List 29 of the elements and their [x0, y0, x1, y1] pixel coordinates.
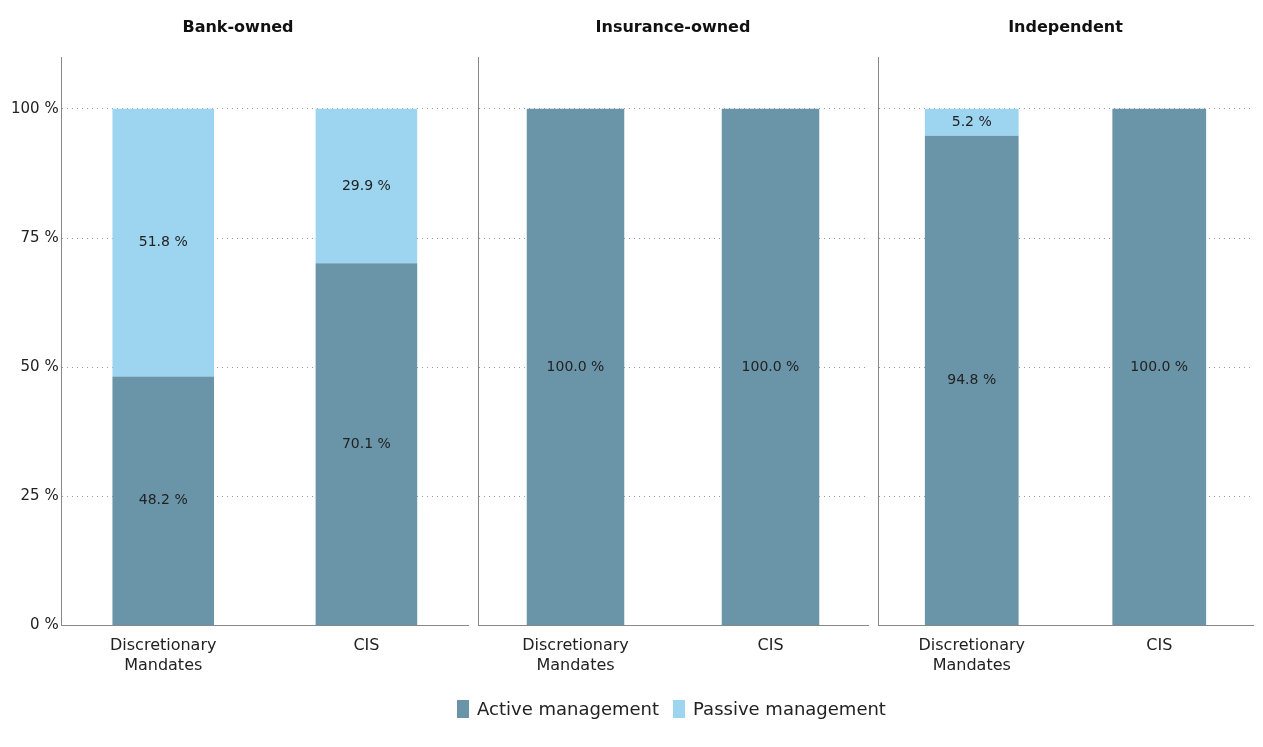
chart-title: Insurance-owned — [595, 16, 751, 36]
legend-label: Active management — [477, 698, 660, 719]
data-label: 94.8 % — [947, 371, 997, 388]
bar — [112, 376, 215, 626]
x-tick-label: Discretionary Mandates — [918, 635, 1025, 674]
chart-title: Independent — [1008, 16, 1124, 36]
data-label: 29.9 % — [341, 176, 391, 193]
x-tick-label: CIS — [757, 635, 784, 655]
x-tick-label: CIS — [353, 635, 380, 655]
y-tick-label: 50 % — [20, 357, 59, 376]
data-label: 5.2 % — [951, 112, 992, 129]
y-tick-label: 25 % — [20, 486, 59, 505]
x-tick-label: Discretionary Mandates — [110, 635, 217, 674]
data-label: 51.8 % — [138, 233, 188, 250]
y-tick-label: 0 % — [30, 615, 59, 634]
x-tick-label: CIS — [1146, 635, 1173, 655]
data-label: 100.0 % — [1130, 357, 1189, 374]
legend-label: Passive management — [693, 698, 886, 719]
chart-title: Bank-owned — [182, 16, 294, 36]
bar — [315, 263, 418, 626]
data-label: 70.1 % — [341, 434, 391, 451]
y-tick-label: 75 % — [20, 227, 59, 246]
x-tick-label: Discretionary Mandates — [522, 635, 629, 674]
y-tick-label: 100 % — [11, 98, 59, 117]
data-label: 100.0 % — [546, 357, 605, 374]
data-label: 100.0 % — [741, 357, 800, 374]
bar — [112, 108, 215, 377]
bar — [315, 108, 418, 264]
data-label: 48.2 % — [138, 491, 188, 508]
